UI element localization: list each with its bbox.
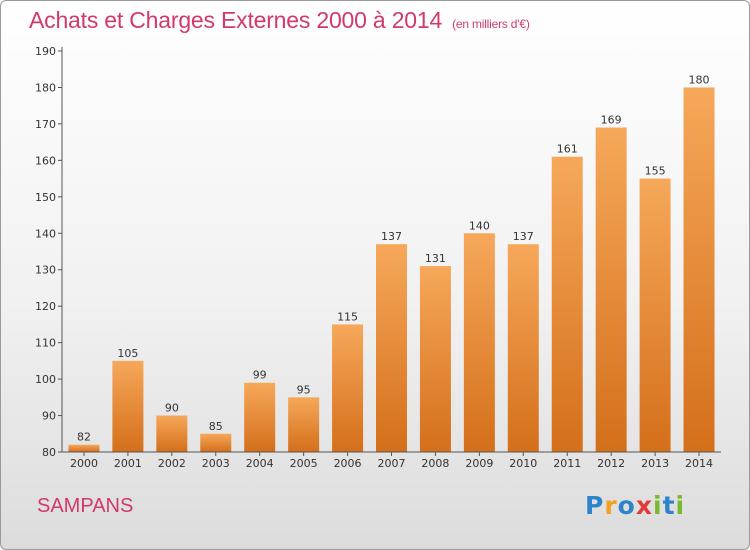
x-tick-label: 2000 <box>70 457 98 470</box>
y-tick-label: 80 <box>42 446 56 459</box>
value-label: 137 <box>513 230 534 243</box>
value-label: 180 <box>689 73 710 86</box>
bar <box>376 244 407 452</box>
bars-group: 82 105 90 85 99 95 115 137 131 140 137 161 169 155 180 <box>68 73 715 453</box>
x-tick-label: 2012 <box>597 457 625 470</box>
logo-letter: P <box>585 491 605 520</box>
logo-letter: r <box>604 491 618 520</box>
chart-unit: (en milliers d'€) <box>452 17 530 31</box>
bar <box>156 415 188 452</box>
logo-letter: o <box>617 491 636 520</box>
value-label: 99 <box>253 369 267 382</box>
y-tick-label: 130 <box>35 264 56 277</box>
commune-name: SAMPANS <box>37 495 134 517</box>
value-label: 105 <box>117 347 138 360</box>
bar <box>639 178 671 452</box>
x-tick-label: 2006 <box>334 457 362 470</box>
bar <box>683 87 715 453</box>
bar <box>68 444 100 452</box>
x-tick-label: 2004 <box>246 457 274 470</box>
chart-title: Achats et Charges Externes 2000 à 2014 (e… <box>29 7 530 34</box>
value-label: 131 <box>425 252 446 265</box>
x-tick-label: 2014 <box>685 457 713 470</box>
value-label: 161 <box>557 143 578 156</box>
bar <box>463 233 495 452</box>
y-tick-label: 140 <box>35 227 56 240</box>
x-tick-label: 2009 <box>465 457 493 470</box>
value-label: 90 <box>165 402 179 415</box>
x-tick-label: 2013 <box>641 457 669 470</box>
y-tick-label: 160 <box>35 154 56 167</box>
proxiti-logo: Proxiti <box>585 491 685 520</box>
logo-letter: i <box>653 491 663 520</box>
x-tick-label: 2007 <box>378 457 406 470</box>
bar <box>112 360 144 452</box>
value-label: 82 <box>77 431 91 444</box>
x-tick-label: 2008 <box>421 457 449 470</box>
logo-letter: x <box>635 491 653 520</box>
bar <box>419 266 451 452</box>
bar <box>332 324 364 452</box>
value-label: 85 <box>209 420 223 433</box>
bar <box>551 156 583 452</box>
x-tick-label: 2010 <box>509 457 537 470</box>
bar <box>288 397 320 452</box>
y-tick-label: 190 <box>35 45 56 58</box>
x-tick-label: 2005 <box>290 457 318 470</box>
value-label: 169 <box>601 114 622 127</box>
value-label: 95 <box>297 383 311 396</box>
bar <box>595 127 627 453</box>
x-tick-label: 2011 <box>553 457 581 470</box>
value-label: 115 <box>337 310 358 323</box>
x-tick-label: 2002 <box>158 457 186 470</box>
y-tick-label: 150 <box>35 191 56 204</box>
value-label: 155 <box>645 165 666 178</box>
value-label: 137 <box>381 230 402 243</box>
axes-group: 2000 2001 2002 2003 2004 2005 2006 2007 2008 2009… <box>35 45 721 470</box>
logo-letter: i <box>675 491 686 520</box>
bar <box>507 244 539 452</box>
value-label: 140 <box>469 219 490 232</box>
bar <box>200 433 232 452</box>
chart-title-text: Achats et Charges Externes 2000 à 2014 <box>29 7 443 33</box>
bar <box>244 382 276 452</box>
y-tick-label: 110 <box>35 337 56 350</box>
y-tick-label: 180 <box>35 81 56 94</box>
x-tick-label: 2003 <box>202 457 230 470</box>
y-tick-label: 90 <box>42 410 56 423</box>
y-tick-label: 120 <box>35 300 56 313</box>
x-tick-label: 2001 <box>114 457 142 470</box>
y-tick-label: 100 <box>35 373 56 386</box>
logo-letter: t <box>662 491 676 520</box>
y-tick-label: 170 <box>35 118 56 131</box>
